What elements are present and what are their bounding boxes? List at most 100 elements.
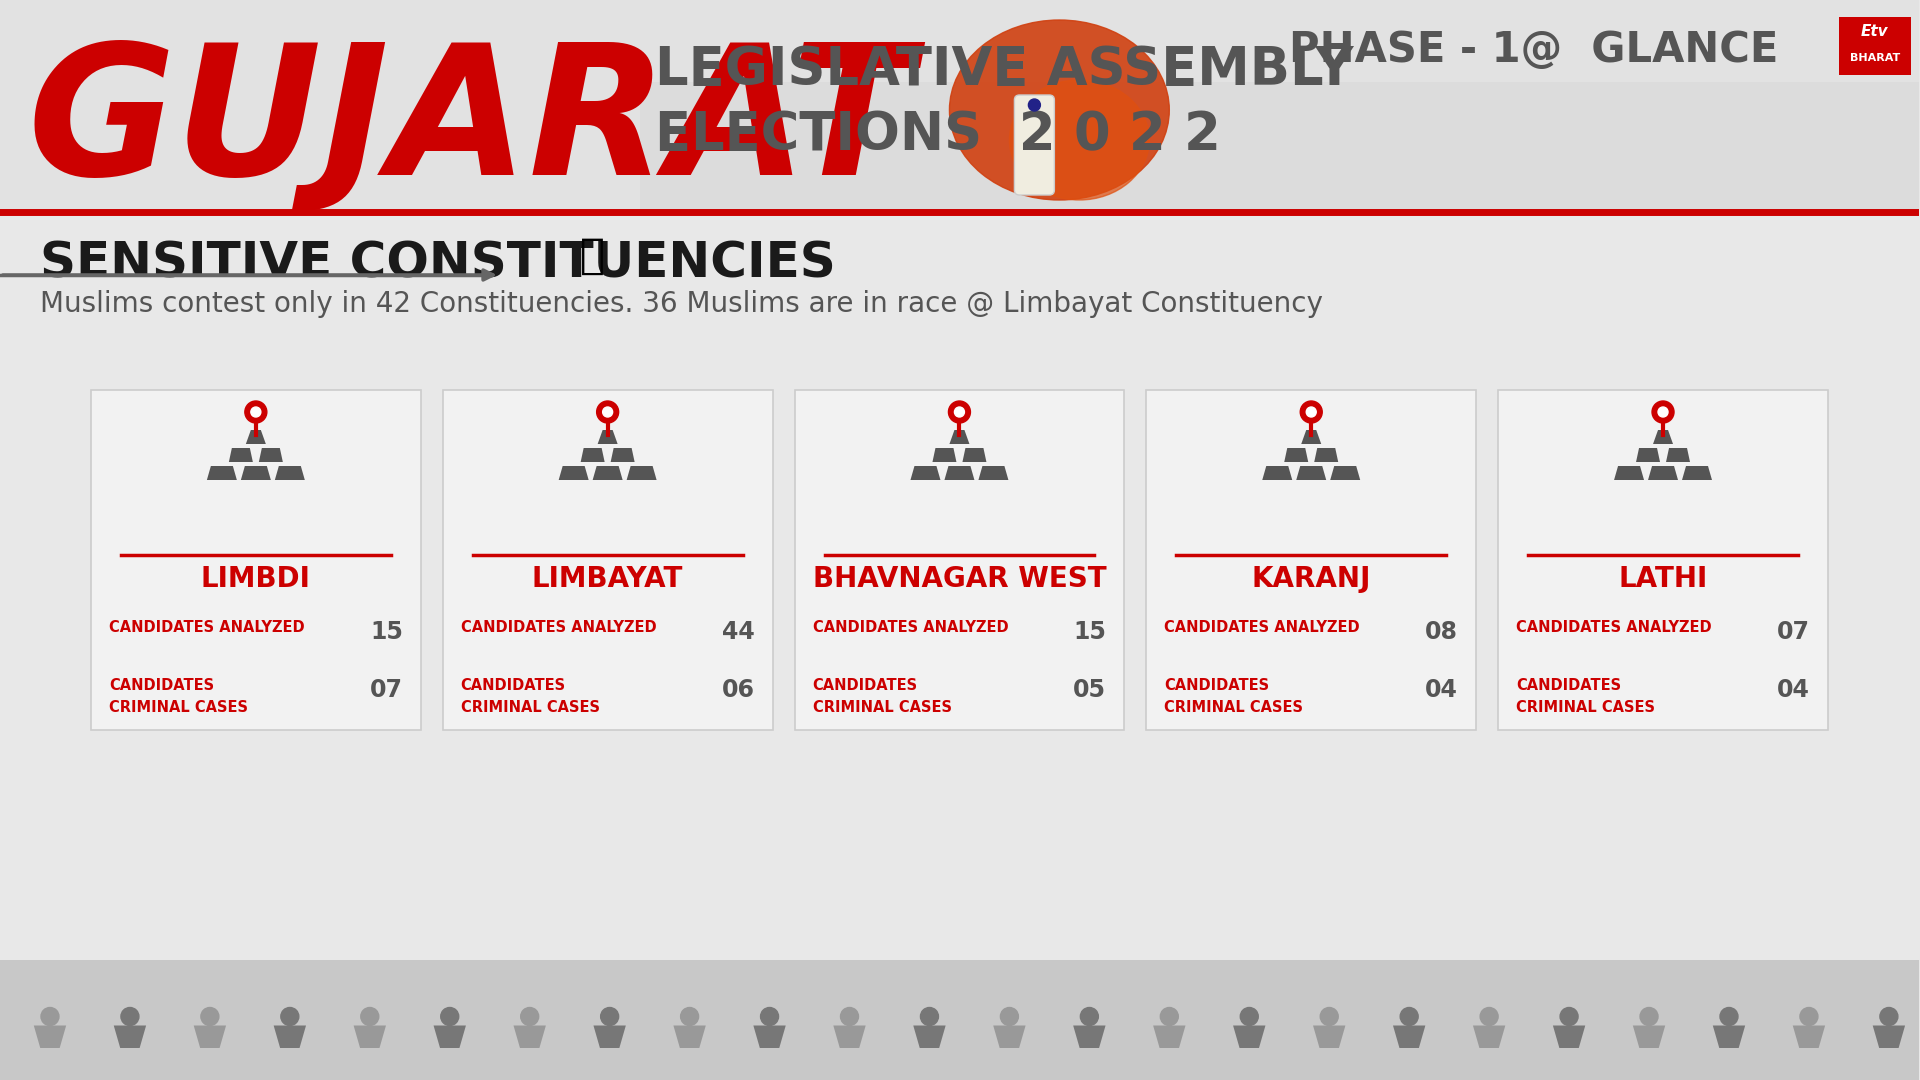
Circle shape: [1400, 1008, 1419, 1026]
Ellipse shape: [1010, 80, 1150, 200]
Polygon shape: [35, 1026, 65, 1048]
Polygon shape: [1636, 448, 1661, 462]
Text: 07: 07: [371, 678, 403, 702]
Text: 04: 04: [1425, 678, 1457, 702]
Circle shape: [1659, 407, 1668, 417]
Polygon shape: [1233, 1026, 1265, 1048]
Circle shape: [1160, 1008, 1179, 1026]
Polygon shape: [945, 465, 975, 480]
Text: CANDIDATES: CANDIDATES: [1164, 678, 1269, 693]
Text: PHASE - 1@  GLANCE: PHASE - 1@ GLANCE: [1288, 29, 1778, 71]
Circle shape: [1880, 1008, 1897, 1026]
Circle shape: [601, 1008, 618, 1026]
Polygon shape: [194, 1026, 227, 1048]
Polygon shape: [1073, 1026, 1106, 1048]
Text: 07: 07: [1776, 620, 1811, 644]
Text: 05: 05: [1073, 678, 1106, 702]
Polygon shape: [1647, 465, 1678, 480]
FancyBboxPatch shape: [1146, 390, 1476, 730]
Text: SENSITIVE CONSTITUENCIES: SENSITIVE CONSTITUENCIES: [40, 240, 835, 288]
Polygon shape: [1872, 1026, 1905, 1048]
Polygon shape: [246, 430, 265, 444]
Circle shape: [1029, 99, 1041, 111]
Circle shape: [760, 1008, 778, 1026]
Polygon shape: [1553, 1026, 1586, 1048]
Text: 04: 04: [1778, 678, 1811, 702]
Polygon shape: [113, 1026, 146, 1048]
FancyBboxPatch shape: [90, 390, 420, 730]
Polygon shape: [674, 1026, 707, 1048]
Polygon shape: [353, 1026, 386, 1048]
Circle shape: [361, 1008, 378, 1026]
Text: GUJARAT: GUJARAT: [29, 37, 914, 213]
Circle shape: [920, 1008, 939, 1026]
Polygon shape: [1632, 1026, 1665, 1048]
Polygon shape: [1284, 448, 1308, 462]
Circle shape: [1561, 1008, 1578, 1026]
Polygon shape: [914, 1026, 947, 1048]
Text: 15: 15: [371, 620, 403, 644]
Polygon shape: [1296, 465, 1327, 480]
Circle shape: [121, 1008, 138, 1026]
Text: 44: 44: [722, 620, 755, 644]
Circle shape: [1720, 1008, 1738, 1026]
Circle shape: [202, 1008, 219, 1026]
FancyBboxPatch shape: [0, 0, 1918, 215]
Circle shape: [954, 407, 964, 417]
Polygon shape: [1615, 465, 1644, 480]
Text: CANDIDATES ANALYZED: CANDIDATES ANALYZED: [109, 620, 305, 635]
Text: CANDIDATES: CANDIDATES: [1517, 678, 1620, 693]
FancyBboxPatch shape: [1498, 390, 1828, 730]
FancyBboxPatch shape: [0, 960, 1918, 1080]
Text: LIMBAYAT: LIMBAYAT: [532, 565, 684, 593]
Polygon shape: [228, 448, 253, 462]
Text: CANDIDATES ANALYZED: CANDIDATES ANALYZED: [461, 620, 657, 635]
Circle shape: [841, 1008, 858, 1026]
Text: BHARAT: BHARAT: [1849, 53, 1901, 63]
FancyBboxPatch shape: [1839, 17, 1910, 75]
Circle shape: [1321, 1008, 1338, 1026]
Polygon shape: [1667, 448, 1690, 462]
Text: CANDIDATES ANALYZED: CANDIDATES ANALYZED: [1164, 620, 1359, 635]
Text: CANDIDATES: CANDIDATES: [812, 678, 918, 693]
Polygon shape: [513, 1026, 545, 1048]
Text: 06: 06: [722, 678, 755, 702]
Polygon shape: [1713, 1026, 1745, 1048]
Polygon shape: [1653, 430, 1672, 444]
Text: CANDIDATES ANALYZED: CANDIDATES ANALYZED: [1517, 620, 1713, 635]
Polygon shape: [434, 1026, 467, 1048]
Text: 08: 08: [1425, 620, 1457, 644]
Polygon shape: [1473, 1026, 1505, 1048]
Polygon shape: [1682, 465, 1713, 480]
Polygon shape: [593, 1026, 626, 1048]
Circle shape: [1081, 1008, 1098, 1026]
FancyBboxPatch shape: [444, 390, 772, 730]
Polygon shape: [207, 465, 236, 480]
Text: ELECTIONS  2 0 2 2: ELECTIONS 2 0 2 2: [655, 109, 1221, 161]
Text: CANDIDATES: CANDIDATES: [461, 678, 566, 693]
Polygon shape: [580, 448, 605, 462]
Circle shape: [40, 1008, 60, 1026]
Circle shape: [246, 401, 267, 423]
Polygon shape: [1302, 430, 1321, 444]
Polygon shape: [950, 430, 970, 444]
Text: BHAVNAGAR WEST: BHAVNAGAR WEST: [812, 565, 1106, 593]
Polygon shape: [933, 448, 956, 462]
Text: LATHI: LATHI: [1619, 565, 1707, 593]
Circle shape: [1306, 407, 1317, 417]
Text: CRIMINAL CASES: CRIMINAL CASES: [109, 700, 248, 715]
Polygon shape: [1154, 1026, 1185, 1048]
Text: KARANJ: KARANJ: [1252, 565, 1371, 593]
Text: LIMBDI: LIMBDI: [202, 565, 311, 593]
Polygon shape: [593, 465, 622, 480]
Circle shape: [1480, 1008, 1498, 1026]
Circle shape: [520, 1008, 540, 1026]
Circle shape: [1799, 1008, 1818, 1026]
Polygon shape: [993, 1026, 1025, 1048]
Polygon shape: [833, 1026, 866, 1048]
Text: CANDIDATES ANALYZED: CANDIDATES ANALYZED: [812, 620, 1008, 635]
Polygon shape: [1793, 1026, 1826, 1048]
Polygon shape: [962, 448, 987, 462]
Polygon shape: [597, 430, 618, 444]
Polygon shape: [240, 465, 271, 480]
